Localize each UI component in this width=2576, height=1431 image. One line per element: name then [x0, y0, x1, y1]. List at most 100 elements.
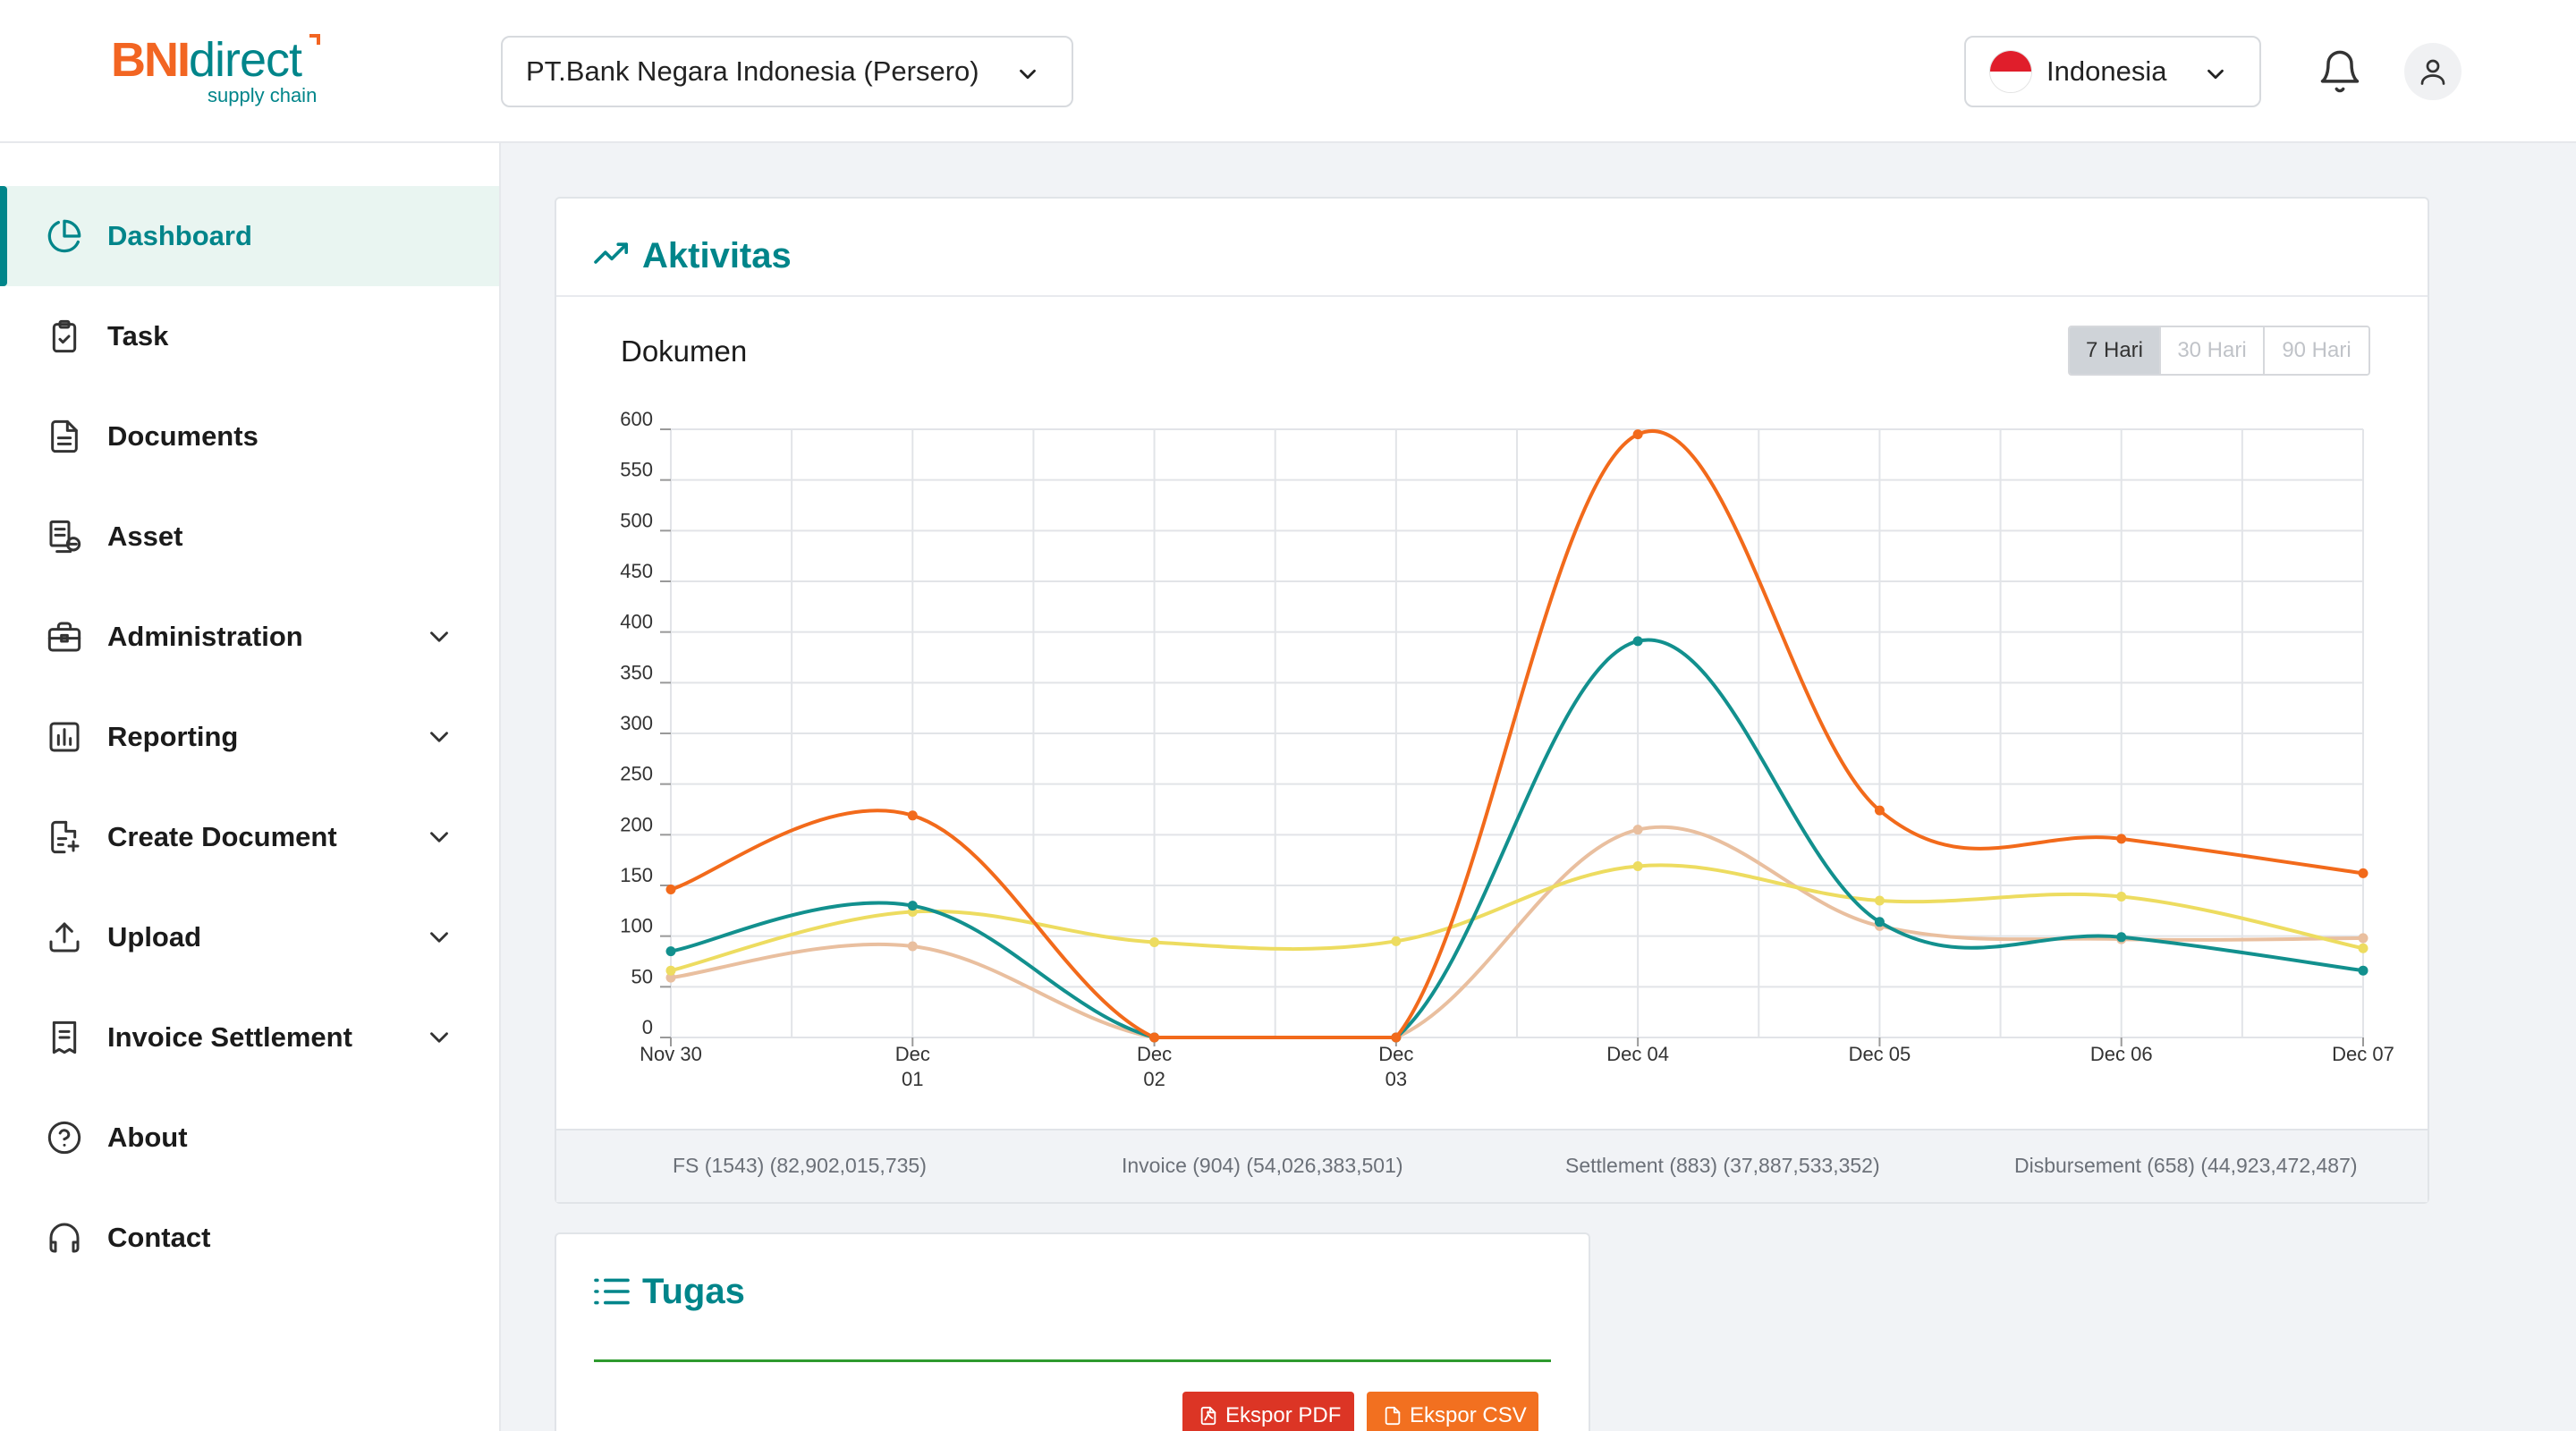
x-tick-label: Nov 30: [640, 1043, 702, 1065]
sidebar-item-label: Task: [107, 320, 169, 351]
briefcase-icon: [45, 617, 84, 656]
x-tick-label: Dec 07: [2332, 1043, 2394, 1065]
sidebar-item-label: Asset: [107, 521, 183, 552]
series-point-0: [1391, 1032, 1402, 1043]
chevron-down-icon: [430, 732, 448, 742]
y-tick-label: 400: [620, 611, 653, 633]
export-csv-label: Ekspor CSV: [1410, 1403, 1527, 1427]
sidebar-item-documents[interactable]: Documents: [0, 386, 499, 487]
y-tick-label: 600: [620, 408, 653, 430]
sidebar-item-create-document[interactable]: Create Document: [0, 787, 499, 887]
series-point-2: [1391, 936, 1402, 946]
series-point-0: [907, 810, 918, 821]
series-point-2: [2358, 943, 2368, 953]
upload-icon: [45, 918, 84, 957]
series-point-1: [665, 946, 676, 957]
tugas-title: Tugas: [642, 1272, 745, 1311]
series-point-0: [1149, 1032, 1160, 1043]
sidebar-item-label: Contact: [107, 1222, 211, 1253]
series-point-2: [1874, 895, 1885, 906]
csv-file-icon: [1385, 1406, 1401, 1426]
sidebar-item-administration[interactable]: Administration: [0, 587, 499, 687]
series-point-1: [907, 901, 918, 911]
dokumen-line-chart: 0 50 100 150 200 250 300 350 400 450 500 550 600 Nov …: [620, 408, 2394, 1090]
legend-settlement[interactable]: Settlement (883) (37,887,533,352): [1565, 1154, 1880, 1177]
sidebar-item-label: Administration: [107, 621, 303, 652]
sidebar-item-task[interactable]: Task: [0, 286, 499, 386]
x-tick-label: Dec 03: [1378, 1043, 1413, 1090]
sidebar-item-upload[interactable]: Upload: [0, 887, 499, 987]
aktivitas-title: Aktivitas: [642, 236, 792, 275]
document-add-icon: [45, 817, 84, 857]
series-point-3: [907, 941, 918, 952]
tugas-card: Tugas Ekspor PDF Ekspor CSV: [555, 1232, 1590, 1431]
sidebar-item-label: Upload: [107, 921, 202, 953]
chevron-down-icon: [2207, 69, 2224, 80]
y-tick-label: 100: [620, 915, 653, 937]
sidebar-item-label: Create Document: [107, 821, 337, 852]
sidebar-item-contact[interactable]: Contact: [0, 1188, 499, 1288]
y-tick-label: 150: [620, 864, 653, 886]
series-point-1: [2358, 965, 2368, 976]
series-point-2: [1149, 936, 1160, 947]
chevron-down-icon: [430, 1032, 448, 1043]
series-point-1: [2116, 932, 2127, 943]
y-tick-label: 300: [620, 712, 653, 734]
question-circle-icon: [45, 1118, 84, 1157]
x-tick-label: Dec 02: [1137, 1043, 1172, 1090]
y-tick-label: 550: [620, 459, 653, 481]
sidebar-item-invoice-settlement[interactable]: Invoice Settlement: [0, 987, 499, 1088]
sidebar-item-reporting[interactable]: Reporting: [0, 687, 499, 787]
document-icon: [45, 417, 84, 456]
series-line-1: [670, 638, 2364, 1039]
export-csv-button[interactable]: Ekspor CSV: [1367, 1392, 1538, 1431]
sidebar-item-asset[interactable]: Asset: [0, 487, 499, 587]
series-point-3: [2358, 933, 2368, 944]
series-point-2: [665, 965, 676, 976]
y-tick-label: 350: [620, 661, 653, 683]
range-toggle: 7 Hari 30 Hari 90 Hari: [2068, 326, 2370, 376]
series-point-1: [1874, 917, 1885, 927]
x-tick-label: Dec 04: [1606, 1043, 1669, 1065]
legend-fs[interactable]: FS (1543) (82,902,015,735): [673, 1154, 927, 1177]
series-point-2: [2116, 891, 2127, 902]
sidebar-item-dashboard[interactable]: Dashboard: [0, 186, 499, 286]
user-icon: [2420, 59, 2445, 85]
range-90-hari-button[interactable]: 90 Hari: [2265, 327, 2368, 374]
export-pdf-button[interactable]: Ekspor PDF: [1182, 1392, 1354, 1431]
language-select[interactable]: Indonesia: [1964, 36, 2261, 107]
sidebar-item-label: Documents: [107, 420, 258, 452]
sidebar-item-label: Reporting: [107, 721, 239, 752]
user-avatar[interactable]: [2404, 43, 2462, 100]
bni-direct-logo[interactable]: BNIdirect supply chain: [111, 32, 326, 113]
export-pdf-label: Ekspor PDF: [1225, 1403, 1342, 1427]
series-point-0: [2358, 868, 2368, 878]
y-tick-label: 0: [642, 1016, 653, 1038]
x-tick-label: Dec 06: [2090, 1043, 2153, 1065]
series-point-3: [1632, 825, 1643, 835]
range-7-hari-button[interactable]: 7 Hari: [2070, 327, 2161, 374]
chart-title: Dokumen: [621, 334, 748, 368]
series-point-2: [1632, 860, 1643, 871]
clipboard-check-icon: [45, 317, 84, 356]
company-select[interactable]: PT.Bank Negara Indonesia (Persero): [501, 36, 1073, 107]
aktivitas-card-header: Aktivitas: [556, 199, 2428, 297]
x-tick-label: Dec 01: [895, 1043, 930, 1090]
pdf-file-icon: [1200, 1406, 1216, 1426]
pie-chart-icon: [45, 216, 84, 256]
chevron-down-icon: [430, 832, 448, 843]
receipt-icon: [45, 1018, 84, 1057]
sidebar-item-about[interactable]: About: [0, 1088, 499, 1188]
range-30-hari-button[interactable]: 30 Hari: [2161, 327, 2265, 374]
list-icon: [594, 1278, 630, 1305]
legend-disbursement[interactable]: Disbursement (658) (44,923,472,487): [2014, 1154, 2358, 1177]
series-point-3: [665, 972, 676, 983]
logo-brand-bni: BNI: [111, 33, 191, 87]
company-select-value: PT.Bank Negara Indonesia (Persero): [526, 55, 979, 87]
sidebar-item-label: About: [107, 1122, 188, 1153]
legend-invoice[interactable]: Invoice (904) (54,026,383,501): [1122, 1154, 1403, 1177]
indonesia-flag-icon: [1989, 50, 2032, 93]
sidebar-item-label: Dashboard: [107, 220, 252, 251]
sidebar-item-label: Invoice Settlement: [107, 1021, 352, 1053]
bell-icon[interactable]: [2317, 47, 2363, 97]
